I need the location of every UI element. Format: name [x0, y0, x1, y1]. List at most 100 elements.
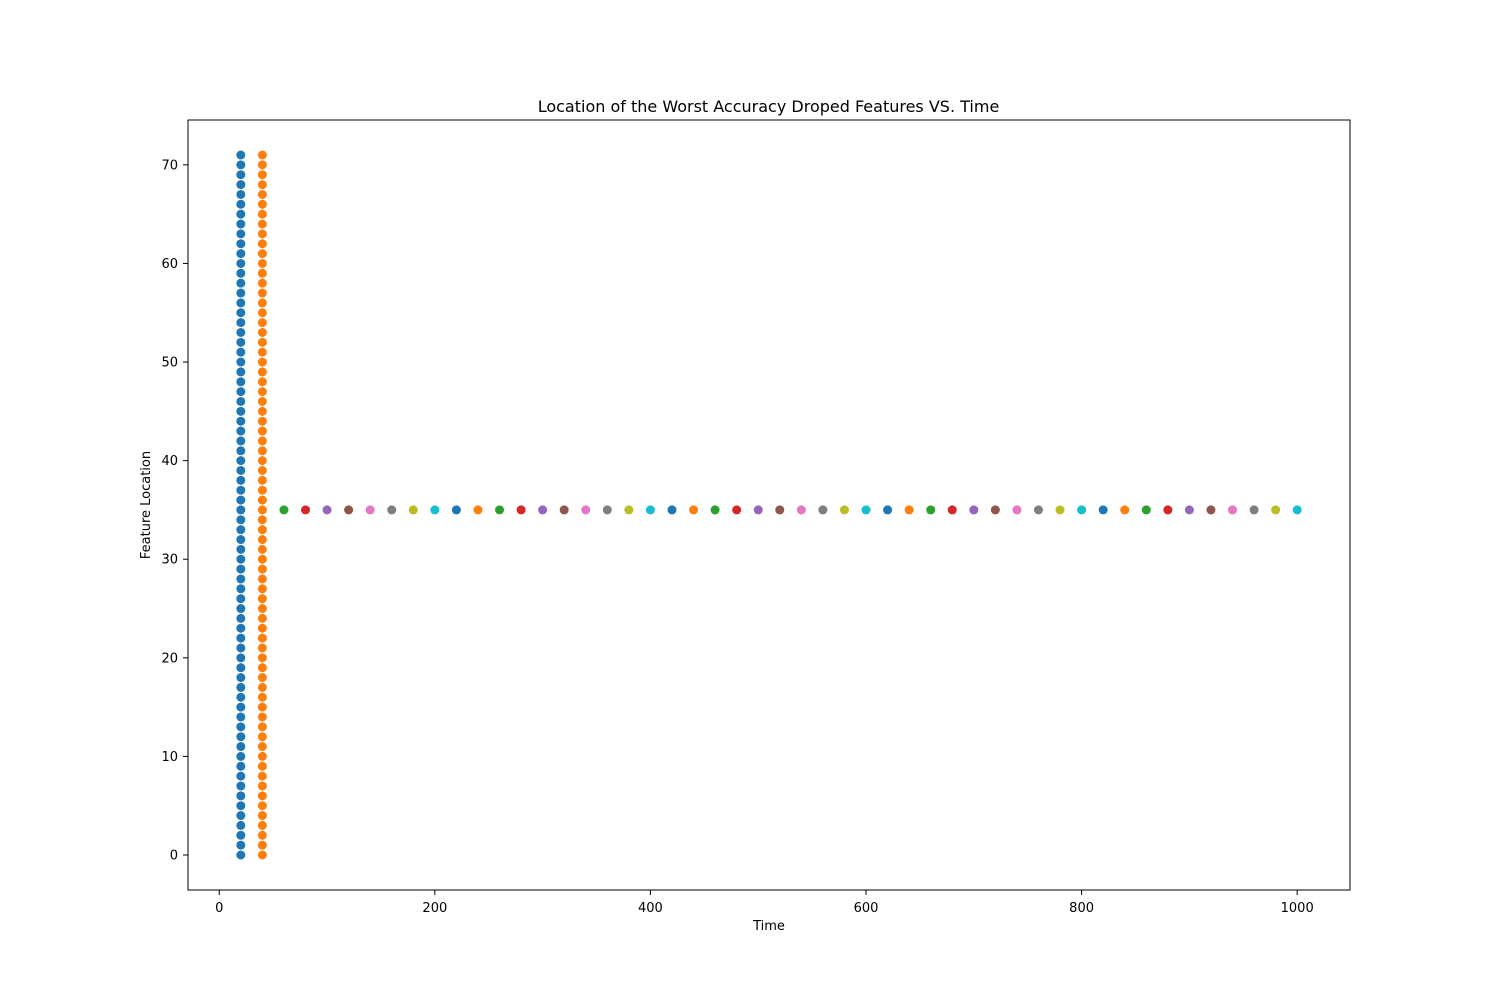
- data-point: [257, 258, 267, 268]
- data-point: [257, 751, 267, 761]
- data-point: [257, 574, 267, 584]
- data-point: [257, 781, 267, 791]
- data-point: [257, 229, 267, 239]
- data-point: [236, 682, 246, 692]
- data-point: [1033, 505, 1043, 515]
- data-point: [624, 505, 634, 515]
- data-point: [796, 505, 806, 515]
- data-point: [689, 505, 699, 515]
- data-point: [257, 495, 267, 505]
- data-point: [257, 820, 267, 830]
- data-point: [236, 771, 246, 781]
- data-point: [1141, 505, 1151, 515]
- data-point: [257, 801, 267, 811]
- data-point: [236, 406, 246, 416]
- data-point: [236, 692, 246, 702]
- data-point: [559, 505, 569, 515]
- data-point: [236, 544, 246, 554]
- data-point: [602, 505, 612, 515]
- data-point: [257, 180, 267, 190]
- data-point: [257, 830, 267, 840]
- data-point: [257, 761, 267, 771]
- data-point: [257, 850, 267, 860]
- data-point: [257, 337, 267, 347]
- data-point: [300, 505, 310, 515]
- data-point: [732, 505, 742, 515]
- data-point: [236, 298, 246, 308]
- data-point: [257, 535, 267, 545]
- data-point: [1077, 505, 1087, 515]
- data-point: [257, 199, 267, 209]
- data-point: [236, 811, 246, 821]
- x-tick-label: 400: [638, 901, 663, 916]
- data-point: [1012, 505, 1022, 515]
- data-point: [236, 850, 246, 860]
- data-point: [257, 515, 267, 525]
- data-point: [257, 791, 267, 801]
- data-point: [236, 623, 246, 633]
- data-point: [257, 663, 267, 673]
- data-point: [236, 456, 246, 466]
- data-point: [257, 742, 267, 752]
- data-point: [257, 367, 267, 377]
- data-point: [257, 396, 267, 406]
- data-point: [236, 387, 246, 397]
- data-point: [236, 396, 246, 406]
- data-point: [236, 229, 246, 239]
- data-point: [257, 357, 267, 367]
- data-point: [1228, 505, 1238, 515]
- data-point: [236, 426, 246, 436]
- data-point: [236, 475, 246, 485]
- data-point: [257, 673, 267, 683]
- data-point: [236, 416, 246, 426]
- data-point: [775, 505, 785, 515]
- data-point: [538, 505, 548, 515]
- data-point: [1206, 505, 1216, 515]
- data-point: [753, 505, 763, 515]
- data-point: [1055, 505, 1065, 515]
- y-tick-label: 20: [161, 651, 178, 666]
- data-point: [473, 505, 483, 515]
- data-point: [236, 249, 246, 259]
- data-point: [236, 643, 246, 653]
- data-point: [257, 653, 267, 663]
- data-point: [947, 505, 957, 515]
- data-point: [236, 820, 246, 830]
- data-point: [236, 288, 246, 298]
- data-point: [236, 308, 246, 318]
- data-point: [257, 722, 267, 732]
- data-point: [257, 219, 267, 229]
- data-point: [257, 604, 267, 614]
- data-point: [257, 347, 267, 357]
- data-point: [257, 416, 267, 426]
- data-point: [257, 643, 267, 653]
- y-tick-label: 40: [161, 454, 178, 469]
- data-point: [257, 426, 267, 436]
- data-point: [1249, 505, 1259, 515]
- data-point: [1163, 505, 1173, 515]
- data-point: [667, 505, 677, 515]
- data-point: [969, 505, 979, 515]
- data-point: [236, 673, 246, 683]
- data-point: [236, 327, 246, 337]
- data-point: [236, 633, 246, 643]
- data-point: [257, 771, 267, 781]
- data-point: [495, 505, 505, 515]
- plot-frame: [187, 119, 1351, 891]
- data-point: [257, 475, 267, 485]
- data-point: [1271, 505, 1281, 515]
- data-point: [236, 505, 246, 515]
- data-point: [236, 170, 246, 180]
- data-point: [236, 604, 246, 614]
- data-point: [1098, 505, 1108, 515]
- data-point: [257, 298, 267, 308]
- data-point: [236, 712, 246, 722]
- data-point: [236, 239, 246, 249]
- y-tick-label: 0: [170, 849, 178, 864]
- data-point: [236, 525, 246, 535]
- chart-title: Location of the Worst Accuracy Droped Fe…: [538, 97, 1000, 116]
- data-point: [257, 594, 267, 604]
- data-point: [257, 811, 267, 821]
